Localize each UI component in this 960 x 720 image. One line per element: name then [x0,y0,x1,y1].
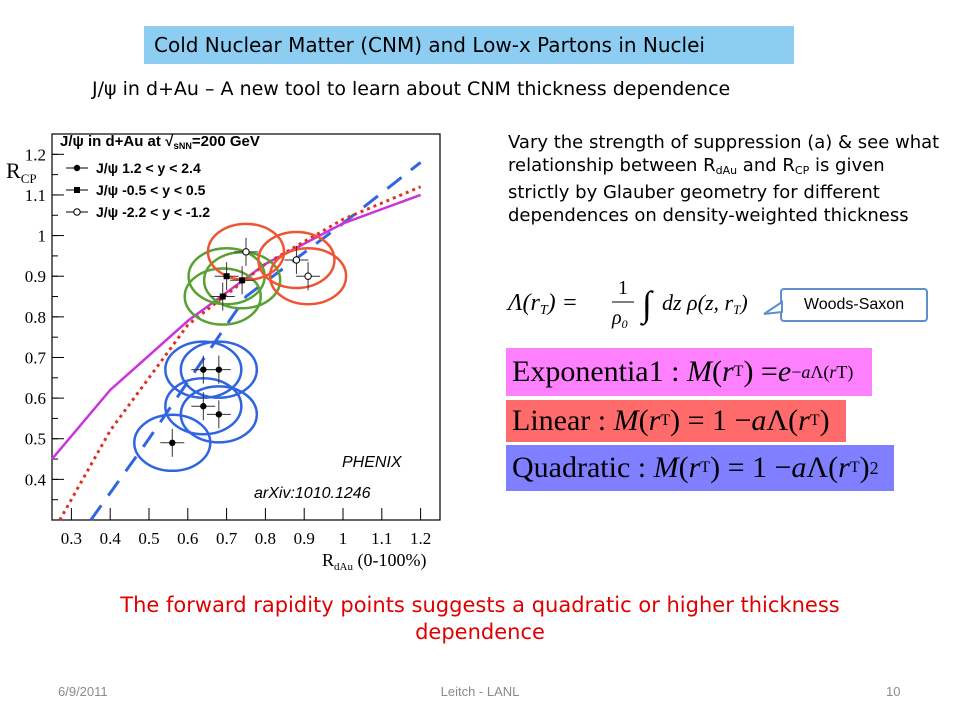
x-tick-label: 0.7 [216,529,238,548]
x-tick-label: 0.8 [255,529,276,548]
y-tick-label: 0.7 [25,348,47,367]
y-tick-label: 1 [38,227,47,246]
highlight-circle [183,267,262,326]
y-tick-label: 0.6 [25,389,46,408]
legend-label: J/ψ 1.2 < y < 2.4 [96,160,201,176]
data-point [200,403,207,410]
lambda-formula: Λ(rT) = 1 ρ0 ∫ dz ρ(z, rT) [506,277,748,331]
woods-saxon-callout: Woods-Saxon [780,288,928,322]
formula-quadratic: Quadratic : M(r T) = 1 − a Λ(r T) 2 [506,445,894,491]
y-tick-label: 0.5 [25,430,46,449]
y-tick-label: 1.1 [25,186,46,205]
footer-author: Leitch - LANL [440,684,520,699]
x-axis-label: RdAu (0-100%) [322,550,426,573]
data-point [215,366,223,373]
slide-title: Cold Nuclear Matter (CNM) and Low-x Part… [144,26,794,64]
legend-marker [73,164,81,172]
x-tick-label: 0.6 [177,529,198,548]
data-point [219,293,226,300]
annotation-arxiv: arXiv:1010.1246 [254,485,371,502]
x-tick-label: 1 [339,529,348,548]
data-point [223,273,230,280]
legend-marker [73,208,81,216]
legend-marker [74,187,80,193]
x-tick-label: 0.4 [100,529,122,548]
y-tick-label: 0.4 [25,470,47,489]
highlight-circle [268,246,348,306]
x-tick-label: 1.1 [371,529,392,548]
data-point [304,272,312,280]
data-point [200,366,207,373]
y-tick-label: 0.8 [25,308,46,327]
data-point [292,256,301,264]
x-tick-label: 1.2 [410,529,431,548]
plot-frame [51,133,441,521]
data-point [169,439,176,446]
highlight-circle [257,230,336,290]
highlight-circle [179,340,259,399]
chart-title: J/ψ in d+Au at √sNN=200 GeV [60,133,260,152]
svg-text:∫: ∫ [640,284,654,326]
data-point [242,248,250,256]
formula-linear: Linear : M(r T) = 1 − a Λ(r T) [506,400,846,442]
svg-text:Λ(rT) =: Λ(rT) = [506,290,578,318]
data-point [215,411,223,418]
y-tick-label: 0.9 [25,267,46,286]
curve-solid [51,193,422,460]
chart-legend: J/ψ 1.2 < y < 2.4 J/ψ -0.5 < y < 0.5 J/ψ -… [66,160,210,220]
svg-text:dz ρ(z, rT): dz ρ(z, rT) [662,290,748,317]
footer-page-number: 10 [886,684,901,699]
conclusion-text: The forward rapidity points suggests a q… [120,593,840,644]
x-tick-label: 0.9 [294,529,315,548]
description-paragraph: Vary the strength of suppression (a) & s… [508,132,940,226]
annotation-phenix: PHENIX [342,454,403,471]
y-tick-label: 1.2 [25,145,46,164]
footer-date: 6/9/2011 [58,684,108,699]
legend-label: J/ψ -2.2 < y < -1.2 [96,204,210,220]
curve-dotted [58,185,422,521]
data-point [239,277,246,284]
rcp-vs-rdau-chart: 0.3 0.4 0.5 0.6 0.7 0.8 0.9 1 1.1 1.2 0.4 0.5 0.6 0.7… [6,133,441,573]
svg-text:ρ0: ρ0 [611,307,628,331]
legend-label: J/ψ -0.5 < y < 0.5 [96,182,206,198]
x-tick-label: 0.5 [138,529,159,548]
svg-text:1: 1 [618,277,628,299]
formula-exponential: Exponentia1 : M(r T) = e −aΛ(rT) [506,348,872,396]
x-tick-label: 0.3 [61,529,82,548]
callout-pointer [763,300,783,315]
slide-subtitle: J/ψ in d+Au – A new tool to learn about … [92,78,731,100]
curve-dashed [89,161,422,521]
highlight-circle [179,385,259,444]
